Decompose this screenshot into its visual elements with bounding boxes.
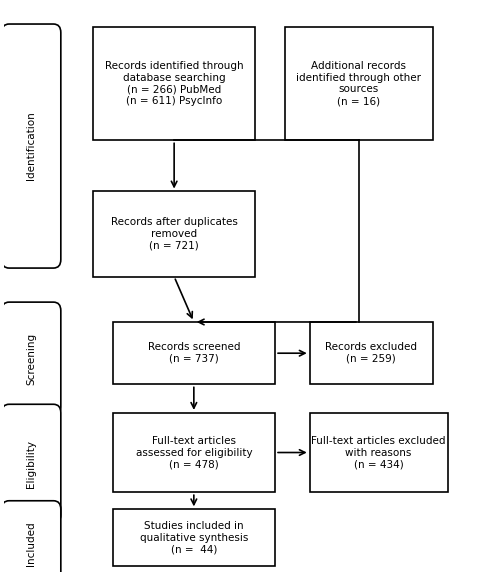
Text: Records screened
(n = 737): Records screened (n = 737)	[148, 342, 240, 364]
FancyBboxPatch shape	[113, 413, 275, 492]
FancyBboxPatch shape	[93, 27, 256, 141]
Text: Full-text articles excluded
with reasons
(n = 434): Full-text articles excluded with reasons…	[311, 436, 446, 469]
FancyBboxPatch shape	[113, 322, 275, 384]
Text: Identification: Identification	[26, 112, 36, 180]
FancyBboxPatch shape	[2, 302, 61, 416]
Text: Records after duplicates
removed
(n = 721): Records after duplicates removed (n = 72…	[111, 217, 237, 251]
FancyBboxPatch shape	[93, 191, 256, 276]
Text: Included: Included	[26, 521, 36, 566]
Text: Eligibility: Eligibility	[26, 440, 36, 488]
Text: Screening: Screening	[26, 333, 36, 385]
Text: Full-text articles
assessed for eligibility
(n = 478): Full-text articles assessed for eligibil…	[136, 436, 252, 469]
FancyBboxPatch shape	[2, 501, 61, 576]
FancyBboxPatch shape	[285, 27, 433, 141]
FancyBboxPatch shape	[310, 322, 433, 384]
FancyBboxPatch shape	[113, 509, 275, 566]
Text: Records excluded
(n = 259): Records excluded (n = 259)	[325, 342, 417, 364]
Text: Additional records
identified through other
sources
(n = 16): Additional records identified through ot…	[297, 61, 421, 106]
FancyBboxPatch shape	[2, 24, 61, 268]
Text: Records identified through
database searching
(n = 266) PubMed
(n = 611) PsycInf: Records identified through database sear…	[105, 61, 243, 106]
FancyBboxPatch shape	[310, 413, 447, 492]
FancyBboxPatch shape	[2, 404, 61, 524]
Text: Studies included in
qualitative synthesis
(n =  44): Studies included in qualitative synthesi…	[140, 521, 248, 554]
